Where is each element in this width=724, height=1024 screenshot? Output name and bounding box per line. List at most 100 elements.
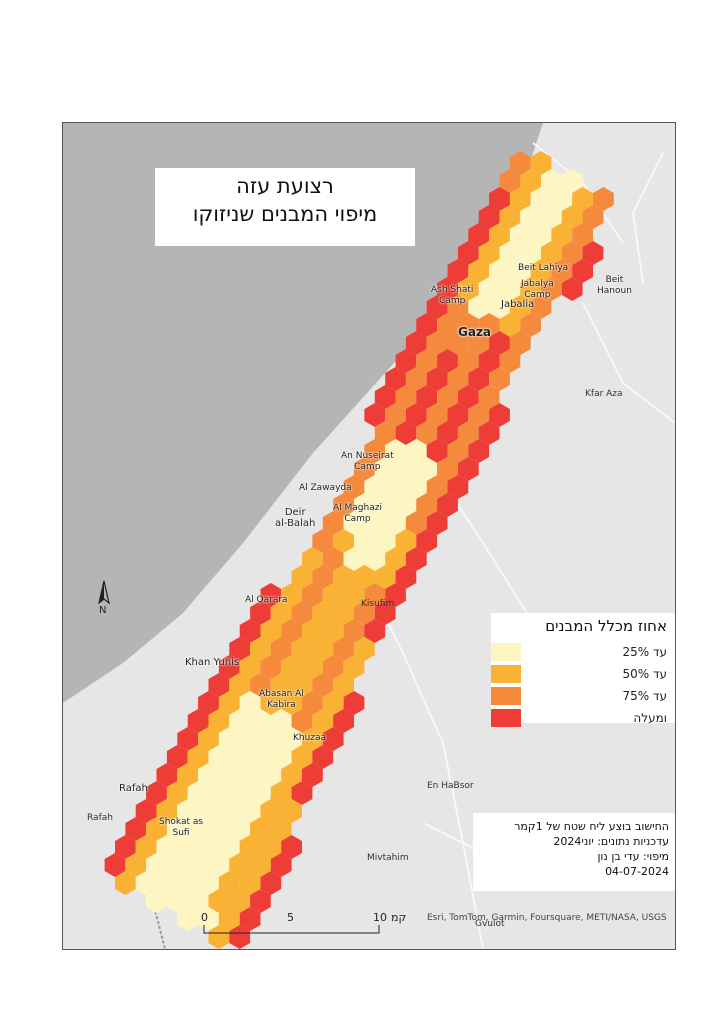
damage-hex bbox=[364, 619, 386, 643]
damage-hex bbox=[447, 403, 469, 427]
damage-hex bbox=[229, 817, 251, 841]
damage-hex bbox=[468, 295, 490, 319]
damage-hex bbox=[426, 439, 448, 463]
damage-hex bbox=[416, 313, 438, 337]
damage-hex bbox=[405, 547, 427, 571]
damage-hex bbox=[364, 547, 386, 571]
map-subtitle: מיפוי המבנים שניזוקו bbox=[192, 202, 378, 226]
damage-hex bbox=[354, 637, 375, 661]
damage-hex bbox=[509, 151, 531, 175]
damage-hex bbox=[239, 763, 261, 787]
damage-hex bbox=[166, 889, 188, 913]
damage-hex bbox=[104, 853, 126, 877]
damage-hex bbox=[250, 601, 271, 625]
damage-hex bbox=[250, 673, 271, 697]
damage-hex bbox=[218, 727, 240, 751]
damage-hex bbox=[229, 781, 251, 805]
damage-hex bbox=[437, 277, 458, 301]
damage-hex bbox=[468, 367, 490, 391]
damage-hex bbox=[322, 583, 344, 607]
damage-hex bbox=[405, 511, 427, 535]
damage-hex bbox=[177, 907, 199, 931]
label-beit-lahiya: Beit Lahiya bbox=[518, 263, 569, 273]
damage-hex bbox=[198, 763, 219, 787]
scale-line bbox=[203, 925, 380, 934]
damage-hex bbox=[177, 835, 199, 859]
damage-hex bbox=[395, 421, 417, 445]
damage-hex bbox=[468, 259, 490, 283]
info-line: החישוב בוצע ליח שטח של 1קמר bbox=[514, 820, 669, 833]
damage-hex bbox=[509, 331, 531, 355]
damage-hex bbox=[302, 619, 323, 643]
damage-hex bbox=[374, 385, 396, 409]
damage-hex bbox=[499, 169, 521, 193]
damage-hex bbox=[156, 799, 178, 823]
damage-hex bbox=[530, 151, 552, 175]
damage-hex bbox=[239, 871, 261, 895]
damage-hex bbox=[343, 511, 365, 535]
label-kfar-aza: Kfar Aza bbox=[585, 389, 623, 399]
legend-label: עד 25% bbox=[622, 645, 667, 659]
damage-hex bbox=[270, 601, 292, 625]
damage-hex bbox=[198, 691, 219, 715]
damage-hex bbox=[260, 835, 282, 859]
damage-hex bbox=[364, 403, 386, 427]
damage-hex bbox=[177, 799, 199, 823]
damage-hex bbox=[302, 763, 323, 787]
damage-hex bbox=[541, 277, 562, 301]
damage-hex bbox=[385, 511, 406, 535]
damage-hex bbox=[312, 601, 334, 625]
damage-hex bbox=[291, 745, 313, 769]
damage-hex bbox=[260, 799, 282, 823]
info-line: מיפוי: עדי בן נון bbox=[597, 850, 669, 863]
label-abasan: Abasan Al Kabira bbox=[259, 689, 304, 710]
damage-hex bbox=[146, 781, 167, 805]
damage-hex bbox=[260, 655, 282, 679]
damage-hex bbox=[218, 763, 240, 787]
damage-hex bbox=[239, 619, 261, 643]
damage-hex bbox=[208, 673, 230, 697]
damage-hex bbox=[198, 871, 219, 895]
damage-hex bbox=[135, 871, 157, 895]
label-al-maghazi: Al Maghazi Camp bbox=[333, 503, 382, 524]
damage-hex bbox=[291, 673, 313, 697]
damage-hex bbox=[281, 583, 302, 607]
damage-hex bbox=[260, 727, 282, 751]
damage-hex bbox=[281, 691, 302, 715]
legend-swatch-100 bbox=[491, 709, 521, 727]
damage-hex bbox=[395, 529, 417, 553]
damage-hex bbox=[354, 457, 375, 481]
damage-hex bbox=[187, 781, 209, 805]
damage-hex bbox=[395, 457, 417, 481]
damage-hex bbox=[457, 313, 479, 337]
damage-hex bbox=[208, 853, 230, 877]
label-mivtahim: Mivtahim bbox=[367, 853, 409, 863]
damage-hex bbox=[270, 853, 292, 877]
damage-hex bbox=[239, 907, 261, 931]
damage-hex bbox=[499, 277, 521, 301]
damage-hex bbox=[156, 835, 178, 859]
damage-hex bbox=[260, 691, 282, 715]
damage-hex bbox=[229, 637, 251, 661]
damage-hex bbox=[561, 169, 583, 193]
damage-hex bbox=[156, 763, 178, 787]
damage-hex bbox=[447, 331, 469, 355]
damage-hex bbox=[354, 493, 375, 517]
damage-hex bbox=[187, 817, 209, 841]
damage-hex bbox=[218, 907, 240, 931]
damage-hex bbox=[281, 619, 302, 643]
legend-label: ומעלה bbox=[633, 711, 667, 725]
attribution: Esri, TomTom, Garmin, Foursquare, METI/N… bbox=[427, 913, 667, 923]
north-arrow: N bbox=[93, 579, 115, 619]
damage-hex bbox=[198, 907, 219, 931]
damage-hex bbox=[437, 457, 458, 481]
damage-hex bbox=[468, 439, 490, 463]
damage-hex bbox=[343, 583, 365, 607]
damage-hex bbox=[250, 745, 271, 769]
damage-hex bbox=[156, 871, 178, 895]
damage-hex bbox=[333, 673, 354, 697]
damage-hex bbox=[405, 331, 427, 355]
damage-hex bbox=[385, 439, 406, 463]
damage-hex bbox=[405, 367, 427, 391]
damage-hex bbox=[166, 745, 188, 769]
